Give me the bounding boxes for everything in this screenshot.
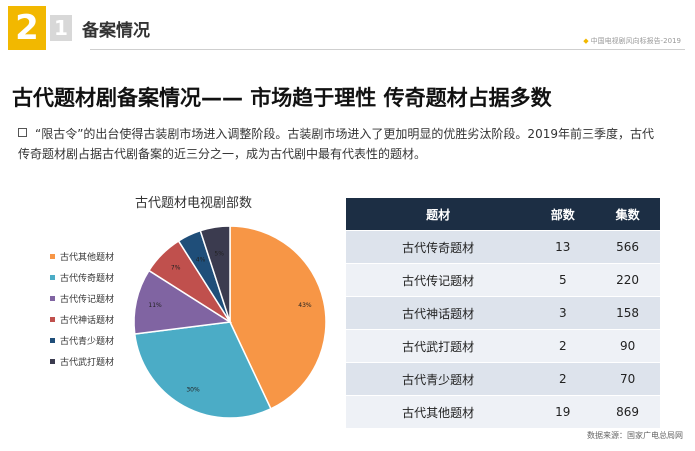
chart-legend: 古代其他题材 古代传奇题材 古代传记题材 古代神话题材 古代青少题材 古代武打题材 [50, 246, 114, 372]
legend-item: 古代传奇题材 [50, 267, 114, 288]
description-text: “限古令”的出台使得古装剧市场进入调整阶段。古装剧市场进入了更加明显的优胜劣汰阶… [18, 127, 654, 161]
legend-swatch [50, 254, 55, 259]
section-number: 2 [8, 6, 46, 50]
slice-label: 43% [298, 302, 312, 309]
table-cell: 古代青少题材 [346, 362, 531, 396]
legend-item: 古代传记题材 [50, 288, 114, 309]
table-row: 古代传记题材 5 220 [346, 263, 660, 297]
page-title: 古代题材剧备案情况—— 市场趋于理性 传奇题材占据多数 [12, 86, 552, 110]
table-row: 古代青少题材 2 70 [346, 362, 660, 396]
column-header: 题材 [346, 198, 531, 231]
slice-label: 7% [171, 265, 181, 272]
report-source: ◆ 中国电视剧风向标报告-2019 [583, 36, 681, 46]
table-cell: 566 [595, 230, 660, 264]
table-header-row: 题材 部数 集数 [346, 198, 660, 231]
section-header: 2 1 备案情况 [8, 6, 150, 50]
table-cell: 13 [530, 230, 596, 264]
table-cell: 2 [530, 329, 596, 363]
legend-swatch [50, 317, 55, 322]
data-source: 数据来源：国家广电总局网 [587, 431, 683, 440]
table-cell: 古代传奇题材 [346, 230, 531, 264]
legend-label: 古代其他题材 [60, 253, 115, 263]
pie-chart: 43% 30% 11% 7% 4% 5% [133, 225, 327, 419]
table-row: 古代武打题材 2 90 [346, 329, 660, 363]
legend-swatch [50, 296, 55, 301]
report-source-text: 中国电视剧风向标报告-2019 [590, 37, 681, 45]
legend-label: 古代武打题材 [60, 358, 115, 368]
pie-slice [133, 269, 233, 335]
legend-swatch [50, 338, 55, 343]
legend-item: 古代神话题材 [50, 309, 114, 330]
table-cell: 古代武打题材 [346, 329, 531, 363]
table-cell: 2 [530, 362, 596, 396]
table-cell: 158 [595, 296, 660, 330]
table-row: 古代传奇题材 13 566 [346, 230, 660, 264]
table-cell: 5 [530, 263, 596, 297]
column-header: 集数 [595, 198, 660, 231]
column-header: 部数 [530, 198, 596, 231]
table-cell: 70 [595, 362, 660, 396]
table-cell: 19 [530, 395, 596, 428]
section-title: 备案情况 [82, 20, 150, 41]
square-bullet-icon [18, 128, 27, 137]
legend-label: 古代神话题材 [60, 316, 115, 326]
pie-slice [199, 225, 231, 323]
slice-label: 4% [196, 256, 206, 263]
table-cell: 古代神话题材 [346, 296, 531, 330]
slice-label: 11% [148, 302, 162, 309]
legend-item: 古代武打题材 [50, 351, 114, 372]
diamond-icon: ◆ [583, 37, 589, 45]
table-row: 古代神话题材 3 158 [346, 296, 660, 330]
table-cell: 古代其他题材 [346, 395, 531, 428]
legend-label: 古代青少题材 [60, 337, 115, 347]
legend-swatch [50, 359, 55, 364]
slice-label: 30% [186, 386, 200, 393]
legend-label: 古代传奇题材 [60, 274, 115, 284]
subsection-number: 1 [50, 15, 72, 41]
table-cell: 古代传记题材 [346, 263, 531, 297]
legend-item: 古代青少题材 [50, 330, 114, 351]
pie-slice [133, 321, 272, 419]
pie-slice [229, 225, 327, 410]
data-table: 题材 部数 集数 古代传奇题材 13 566 古代传记题材 5 220 古代神话题材 3 158 古代… [346, 198, 660, 428]
description: “限古令”的出台使得古装剧市场进入调整阶段。古装剧市场进入了更加明显的优胜劣汰阶… [18, 124, 658, 164]
table-cell: 869 [595, 395, 660, 428]
table-cell: 220 [595, 263, 660, 297]
header-divider [90, 49, 685, 50]
slice-label: 5% [214, 251, 224, 258]
legend-item: 古代其他题材 [50, 246, 114, 267]
table-cell: 90 [595, 329, 660, 363]
chart-title: 古代题材电视剧部数 [135, 196, 253, 211]
table-row: 古代其他题材 19 869 [346, 395, 660, 428]
table-body: 古代传奇题材 13 566 古代传记题材 5 220 古代神话题材 3 158 古代武打题材 2 90… [346, 230, 660, 428]
legend-swatch [50, 275, 55, 280]
legend-label: 古代传记题材 [60, 295, 115, 305]
table-cell: 3 [530, 296, 596, 330]
